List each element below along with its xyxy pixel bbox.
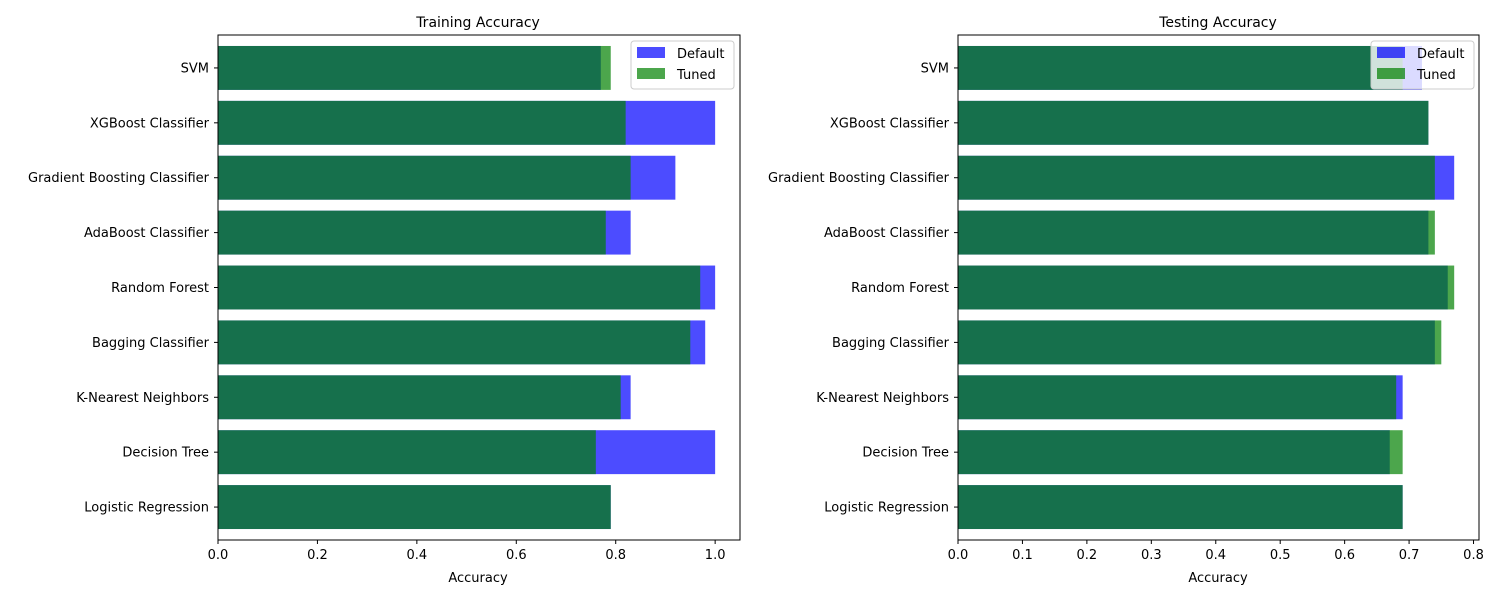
y-tick-label: Decision Tree [862, 446, 949, 461]
y-tick-label: Gradient Boosting Classifier [768, 171, 950, 186]
x-axis-ticks: 0.0 0.2 0.4 0.6 0.8 1.0 [208, 540, 726, 563]
bar-tuned-bagging-classifier [958, 320, 1442, 365]
legend: Default Tuned [630, 40, 735, 90]
y-tick-label: AdaBoost Classifier [84, 226, 210, 241]
bar-tuned-bagging-classifier [218, 320, 691, 365]
x-tick-label: 0.1 [1012, 548, 1033, 563]
x-tick-label: 0.3 [1141, 548, 1162, 563]
x-axis-label: Accuracy [448, 571, 508, 586]
bar-tuned-gradient-boosting-classifier [218, 155, 631, 200]
y-tick-label: SVM [921, 61, 949, 76]
bar-tuned-decision-tree [218, 430, 596, 475]
plot-frame [217, 34, 741, 541]
chart-title: Training Accuracy [415, 15, 540, 31]
plot-frame [957, 34, 1480, 541]
y-tick-label: Decision Tree [122, 446, 209, 461]
legend-swatch-tuned [637, 68, 665, 79]
x-tick-label: 0.4 [407, 548, 428, 563]
legend: Default Tuned [1370, 40, 1475, 90]
chart-title: Testing Accuracy [1158, 15, 1277, 31]
x-tick-label: 0.8 [1463, 548, 1484, 563]
y-axis-ticks: Logistic Regression Decision Tree K-Neares… [28, 61, 218, 516]
bar-tuned-adaboost-classifier [218, 210, 606, 255]
bar-tuned-k-nearest-neighbors [218, 375, 621, 420]
legend-swatch-tuned [1377, 68, 1405, 79]
x-tick-label: 0.0 [208, 548, 229, 563]
bar-tuned-decision-tree [958, 430, 1403, 475]
y-tick-label: K-Nearest Neighbors [816, 391, 949, 406]
y-tick-label: XGBoost Classifier [830, 116, 950, 131]
bar-tuned-xgboost-classifier [218, 100, 626, 145]
x-axis-ticks: 0.0 0.1 0.2 0.3 0.4 0.5 0.6 0.7 0.8 [948, 540, 1484, 563]
legend-label-tuned: Tuned [1416, 68, 1456, 83]
bar-group [958, 45, 1455, 530]
x-tick-label: 0.4 [1205, 548, 1226, 563]
testing-accuracy-panel: Testing Accuracy 0.0 0.1 0.2 0.3 0.4 0.5 0.6 0.… [768, 15, 1484, 586]
bar-tuned-gradient-boosting-classifier [958, 155, 1435, 200]
y-axis-ticks: Logistic Regression Decision Tree K-Neares… [768, 61, 958, 516]
training-accuracy-panel: Training Accuracy 0.0 0.2 0.4 0.6 0.8 1.0 Log… [28, 15, 741, 586]
x-tick-label: 1.0 [705, 548, 726, 563]
bar-tuned-random-forest [958, 265, 1455, 310]
y-tick-label: Gradient Boosting Classifier [28, 171, 210, 186]
bar-tuned-adaboost-classifier [958, 210, 1435, 255]
legend-swatch-default [1377, 47, 1405, 58]
x-tick-label: 0.8 [605, 548, 626, 563]
x-tick-label: 0.5 [1270, 548, 1291, 563]
x-tick-label: 0.6 [506, 548, 527, 563]
bar-tuned-k-nearest-neighbors [958, 375, 1397, 420]
y-tick-label: XGBoost Classifier [90, 116, 210, 131]
bar-tuned-svm [218, 45, 611, 90]
bar-group [218, 45, 716, 530]
y-tick-label: AdaBoost Classifier [824, 226, 950, 241]
x-tick-label: 0.0 [948, 548, 969, 563]
y-tick-label: Logistic Regression [824, 501, 949, 516]
bar-tuned-xgboost-classifier [958, 100, 1429, 145]
x-tick-label: 0.2 [307, 548, 328, 563]
y-tick-label: SVM [181, 61, 209, 76]
legend-swatch-default [637, 47, 665, 58]
bar-tuned-logistic-regression [958, 485, 1403, 530]
x-axis-label: Accuracy [1188, 571, 1248, 586]
y-tick-label: Bagging Classifier [92, 336, 210, 351]
legend-label-default: Default [677, 47, 725, 62]
y-tick-label: Random Forest [851, 281, 949, 296]
bar-tuned-logistic-regression [218, 485, 611, 530]
y-tick-label: K-Nearest Neighbors [76, 391, 209, 406]
legend-label-tuned: Tuned [676, 68, 716, 83]
x-tick-label: 0.2 [1077, 548, 1098, 563]
bar-tuned-svm [958, 45, 1403, 90]
bar-tuned-random-forest [218, 265, 701, 310]
y-tick-label: Bagging Classifier [832, 336, 950, 351]
x-tick-label: 0.6 [1334, 548, 1355, 563]
y-tick-label: Random Forest [111, 281, 209, 296]
x-tick-label: 0.7 [1399, 548, 1420, 563]
legend-label-default: Default [1417, 47, 1465, 62]
y-tick-label: Logistic Regression [84, 501, 209, 516]
